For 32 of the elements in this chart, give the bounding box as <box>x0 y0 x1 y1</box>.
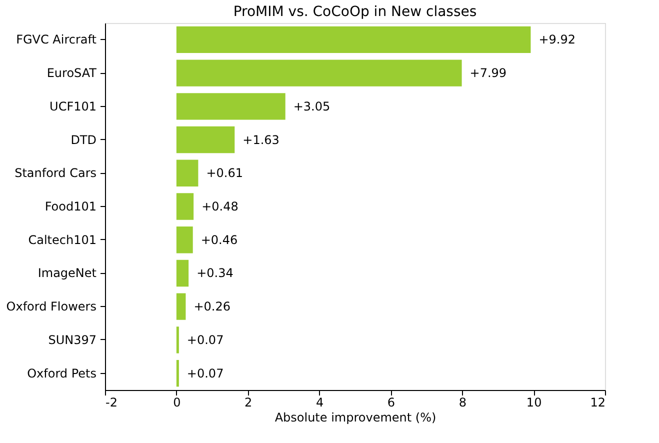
y-tick-label: Oxford Pets <box>27 366 96 380</box>
x-tick-label: 0 <box>173 396 181 410</box>
data-label: +9.92 <box>538 32 576 47</box>
x-tick-label: 2 <box>244 396 252 410</box>
x-tick-label: 8 <box>458 396 466 410</box>
y-tick-label: DTD <box>70 132 96 147</box>
data-label: +0.48 <box>202 200 238 214</box>
data-label: +7.99 <box>470 66 507 80</box>
y-tick-label: Caltech101 <box>28 232 96 247</box>
data-label: +0.34 <box>196 266 234 280</box>
y-tick-label: UCF101 <box>50 99 96 114</box>
data-label: +0.46 <box>200 232 238 247</box>
y-tick-label: Food101 <box>44 200 96 214</box>
y-tick-label: Stanford Cars <box>14 166 96 180</box>
x-tick-label: 10 <box>526 396 542 410</box>
y-tick-label: SUN397 <box>48 332 96 347</box>
data-label: +0.61 <box>206 166 243 180</box>
chart-title: ProMIM vs. CoCoOp in New classes <box>233 4 477 20</box>
x-tick-label: -2 <box>106 396 118 410</box>
x-tick-label: 12 <box>590 396 606 410</box>
y-tick-label: EuroSAT <box>46 66 98 80</box>
y-tick-label: FGVC Aircraft <box>16 32 97 47</box>
x-tick-label: 6 <box>387 396 396 410</box>
y-tick-label: ImageNet <box>38 266 97 280</box>
data-label: +0.26 <box>194 300 230 314</box>
x-tick-label: 4 <box>316 396 324 410</box>
data-label: +3.05 <box>293 99 330 114</box>
y-tick-label: Oxford Flowers <box>6 300 96 314</box>
data-label: +0.07 <box>186 366 224 380</box>
data-label: +1.63 <box>242 132 280 147</box>
data-label: +0.07 <box>186 332 224 347</box>
x-axis-title: Absolute improvement (%) <box>274 410 436 424</box>
